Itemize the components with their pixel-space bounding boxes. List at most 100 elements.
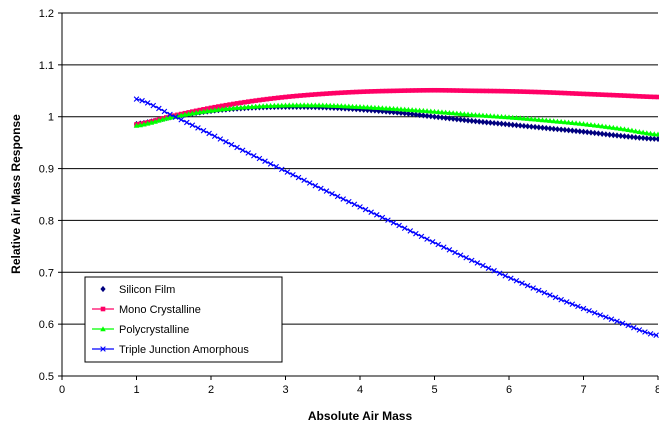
data-point bbox=[327, 102, 333, 108]
data-point bbox=[245, 150, 252, 156]
data-point bbox=[584, 121, 591, 127]
data-point bbox=[463, 254, 469, 261]
data-point bbox=[286, 102, 293, 108]
x-tick-label: 2 bbox=[208, 384, 214, 396]
data-point bbox=[206, 130, 212, 137]
data-point bbox=[473, 88, 478, 94]
data-point bbox=[362, 206, 369, 213]
data-point bbox=[446, 115, 452, 122]
data-point bbox=[573, 127, 579, 135]
data-point bbox=[212, 104, 218, 110]
data-point bbox=[390, 109, 397, 116]
x-tick-label: 8 bbox=[655, 384, 659, 396]
data-point bbox=[498, 120, 505, 127]
data-point bbox=[380, 88, 385, 94]
data-point bbox=[290, 93, 296, 99]
data-point bbox=[450, 115, 456, 122]
data-point bbox=[491, 267, 497, 274]
data-point bbox=[379, 105, 386, 111]
data-point bbox=[323, 188, 330, 194]
data-point bbox=[558, 90, 564, 96]
data-point bbox=[484, 88, 489, 94]
data-point bbox=[301, 177, 307, 184]
data-point bbox=[226, 105, 233, 111]
data-point bbox=[245, 104, 252, 110]
data-point bbox=[372, 89, 378, 94]
data-point bbox=[480, 118, 486, 126]
data-point bbox=[361, 106, 367, 113]
data-point bbox=[133, 96, 140, 102]
data-point bbox=[257, 97, 262, 103]
data-point bbox=[139, 97, 145, 104]
data-point bbox=[293, 102, 300, 108]
y-tick-label: 0.7 bbox=[39, 267, 54, 279]
data-point bbox=[651, 131, 658, 137]
data-point bbox=[584, 129, 590, 136]
data-point bbox=[637, 94, 642, 99]
data-point bbox=[331, 104, 337, 111]
data-point bbox=[510, 89, 516, 94]
data-point bbox=[230, 105, 237, 111]
data-point bbox=[454, 116, 460, 123]
data-point bbox=[284, 169, 291, 175]
data-point bbox=[350, 89, 355, 95]
data-point bbox=[524, 115, 531, 121]
data-point bbox=[457, 252, 464, 258]
x-tick-label: 6 bbox=[506, 384, 512, 396]
data-point bbox=[429, 239, 436, 245]
data-point bbox=[547, 90, 553, 95]
data-point bbox=[547, 117, 553, 123]
data-point bbox=[655, 135, 659, 143]
data-point bbox=[290, 172, 296, 178]
data-point bbox=[264, 96, 270, 102]
data-point bbox=[346, 103, 352, 109]
data-point bbox=[339, 90, 344, 96]
data-point bbox=[375, 105, 382, 111]
data-point bbox=[529, 89, 534, 95]
data-point bbox=[558, 296, 564, 303]
data-point bbox=[491, 113, 497, 119]
data-point bbox=[150, 102, 157, 109]
data-point bbox=[562, 90, 568, 96]
data-point bbox=[267, 102, 274, 108]
data-point bbox=[573, 91, 579, 96]
data-point bbox=[439, 114, 445, 121]
data-point bbox=[219, 106, 225, 112]
data-point bbox=[636, 128, 643, 134]
data-point bbox=[385, 217, 391, 223]
data-point bbox=[428, 87, 434, 93]
y-tick-label: 1 bbox=[48, 112, 54, 124]
data-point bbox=[513, 122, 520, 129]
data-point bbox=[312, 102, 319, 108]
data-point bbox=[558, 118, 564, 124]
data-point bbox=[245, 99, 251, 104]
data-point bbox=[461, 116, 467, 124]
data-point bbox=[614, 318, 620, 325]
data-point bbox=[439, 88, 445, 93]
data-point bbox=[565, 119, 572, 125]
data-point bbox=[334, 102, 341, 108]
data-point bbox=[525, 89, 530, 95]
data-point bbox=[614, 125, 620, 131]
data-point bbox=[454, 110, 460, 116]
data-point bbox=[401, 225, 408, 231]
data-point bbox=[278, 102, 285, 108]
data-point bbox=[554, 118, 561, 124]
data-point bbox=[424, 236, 430, 242]
data-point bbox=[633, 93, 638, 99]
data-point bbox=[633, 134, 639, 141]
data-point bbox=[231, 101, 236, 107]
data-point bbox=[498, 113, 505, 119]
data-point bbox=[586, 307, 592, 314]
data-point bbox=[308, 102, 315, 108]
data-point bbox=[319, 102, 326, 108]
data-point bbox=[611, 92, 616, 98]
data-point bbox=[383, 88, 389, 94]
data-point bbox=[599, 92, 605, 97]
data-point bbox=[462, 88, 467, 93]
data-point bbox=[484, 119, 490, 126]
data-point bbox=[468, 257, 475, 264]
data-point bbox=[273, 163, 279, 170]
data-point bbox=[234, 101, 240, 106]
data-point bbox=[275, 95, 281, 101]
